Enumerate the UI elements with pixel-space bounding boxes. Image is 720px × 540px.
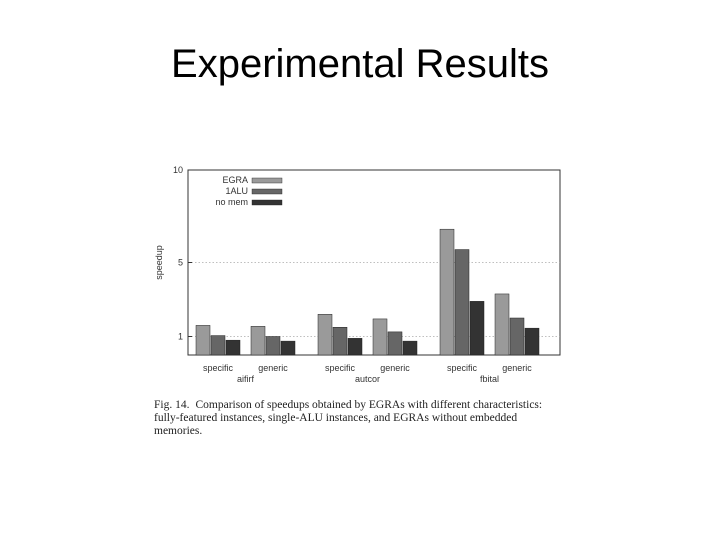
caption-text: Comparison of speedups obtained by EGRAs… [154,399,543,437]
bar [265,336,281,356]
bar [280,340,296,356]
bar [195,325,211,356]
bar [225,339,241,356]
bar [469,301,485,356]
y-tick-label: 10 [173,165,183,175]
group-label: aifirf [237,374,255,384]
bar [210,335,226,356]
legend-swatch [251,188,283,195]
legend-label: EGRA [222,175,248,185]
group-label: fbital [480,374,499,384]
bar [524,327,540,356]
bar [372,318,388,356]
bar [387,331,403,356]
bar [250,326,266,356]
category-label: specific [325,363,356,373]
bar [509,317,525,356]
bar [439,228,455,356]
legend-swatch [251,199,283,206]
figure-caption: Fig. 14. Comparison of speedups obtained … [154,399,566,438]
y-axis-label: speedup [154,245,164,280]
bar [402,340,418,356]
y-tick-label: 5 [178,258,183,268]
legend-label: 1ALU [225,186,248,196]
legend-swatch [251,177,283,184]
legend-label: no mem [215,197,248,207]
bar [332,327,348,356]
bar [454,249,470,356]
bar [317,314,333,356]
bar [494,293,510,356]
caption-label: Fig. 14. [154,399,190,411]
category-label: specific [447,363,478,373]
category-label: specific [203,363,234,373]
group-label: autcor [355,374,380,384]
slide-title: Experimental Results [171,42,549,86]
category-label: generic [258,363,288,373]
bar [347,338,363,356]
category-label: generic [502,363,532,373]
category-label: generic [380,363,410,373]
y-tick-label: 1 [178,332,183,342]
